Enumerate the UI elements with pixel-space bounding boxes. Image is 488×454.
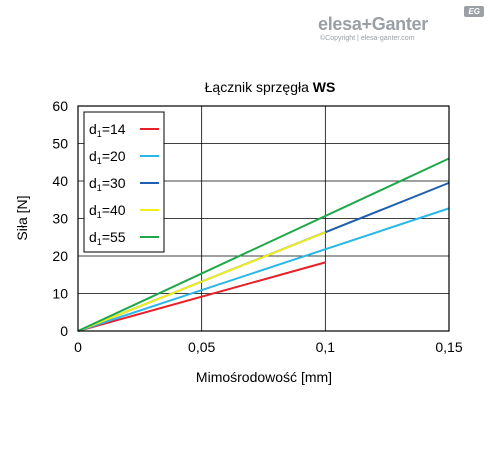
x-tick-label: 0,05 <box>188 339 215 355</box>
legend-label: d1=40 <box>89 202 126 220</box>
y-tick-label: 60 <box>52 98 68 114</box>
x-ticks: 0 0,05 0,1 0,15 <box>74 339 463 355</box>
brand-logo: elesa+Ganter ©Copyright | elesa-ganter.c… <box>318 6 484 46</box>
legend-label: d1=20 <box>89 148 126 166</box>
y-tick-label: 50 <box>52 136 68 152</box>
y-tick-label: 10 <box>52 286 68 302</box>
legend-label: d1=30 <box>89 175 126 193</box>
y-tick-label: 20 <box>52 248 68 264</box>
legend-label: d1=14 <box>89 121 126 139</box>
series-lines <box>77 157 450 332</box>
brand-badge: EG <box>464 6 484 17</box>
y-tick-label: 30 <box>52 211 68 227</box>
legend: d1=14 d1=20 d1=30 d1=40 d1=55 <box>83 111 165 253</box>
x-tick-label: 0,1 <box>316 339 336 355</box>
y-tick-label: 40 <box>52 173 68 189</box>
brand-name: elesa+Ganter <box>318 14 428 34</box>
x-tick-label: 0 <box>74 339 82 355</box>
y-ticks: 0 10 20 30 40 50 60 <box>52 98 68 339</box>
series-line-d1-20 <box>77 207 450 332</box>
x-tick-label: 0,15 <box>435 339 462 355</box>
y-axis-label: Siła [N] <box>14 195 30 240</box>
brand-copyright: ©Copyright | elesa-ganter.com <box>320 35 415 42</box>
legend-label: d1=55 <box>89 229 126 247</box>
y-tick-label: 0 <box>60 323 68 339</box>
chart-title: Łącznik sprzęgła WS <box>205 79 336 95</box>
plot-frame <box>77 105 450 332</box>
series-line-d1-40 <box>77 231 326 332</box>
x-axis-label: Mimośrodowość [mm] <box>196 369 332 385</box>
series-line-d1-14 <box>77 261 326 332</box>
series-line-d1-55 <box>77 157 450 332</box>
